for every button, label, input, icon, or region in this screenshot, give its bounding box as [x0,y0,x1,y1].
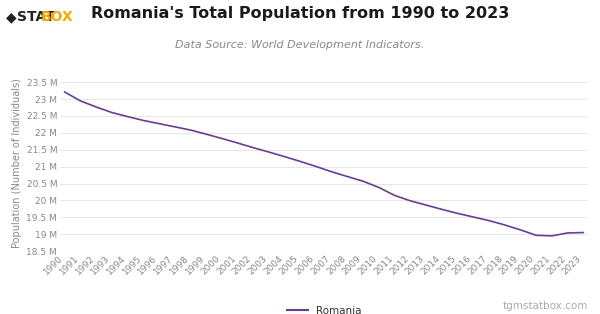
Text: STAT: STAT [17,10,55,24]
Text: BOX: BOX [41,10,74,24]
Text: Romania's Total Population from 1990 to 2023: Romania's Total Population from 1990 to … [91,6,509,20]
Text: ◆: ◆ [6,10,17,24]
Text: tgmstatbox.com: tgmstatbox.com [503,301,588,311]
Y-axis label: Population (Number of Individuals): Population (Number of Individuals) [13,78,22,248]
Text: Data Source: World Development Indicators.: Data Source: World Development Indicator… [175,40,425,50]
Legend: Romania: Romania [283,301,365,314]
